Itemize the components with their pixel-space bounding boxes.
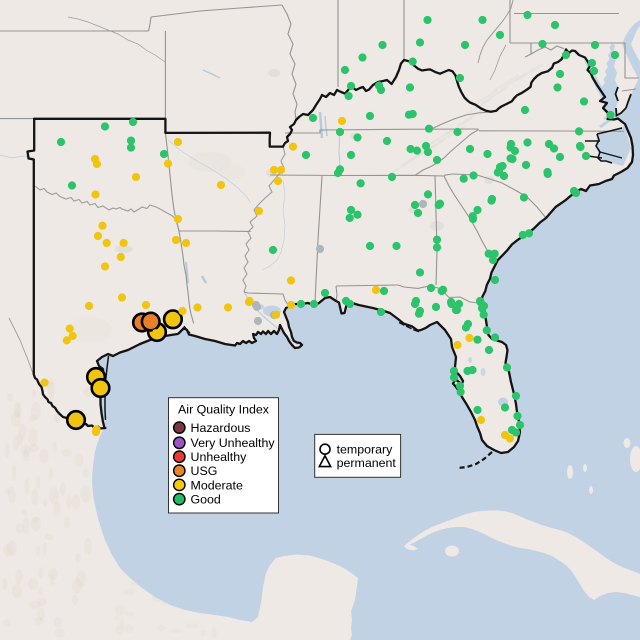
svg-text:permanent: permanent — [337, 456, 397, 470]
svg-text:Air Quality Index: Air Quality Index — [178, 402, 270, 416]
svg-text:Good: Good — [191, 493, 221, 507]
svg-text:temporary: temporary — [337, 443, 394, 457]
svg-text:Unhealthy: Unhealthy — [191, 450, 248, 464]
svg-text:Moderate: Moderate — [191, 478, 243, 492]
svg-text:Very Unhealthy: Very Unhealthy — [191, 436, 276, 450]
svg-text:Hazardous: Hazardous — [191, 421, 251, 435]
svg-text:USG: USG — [191, 464, 218, 478]
